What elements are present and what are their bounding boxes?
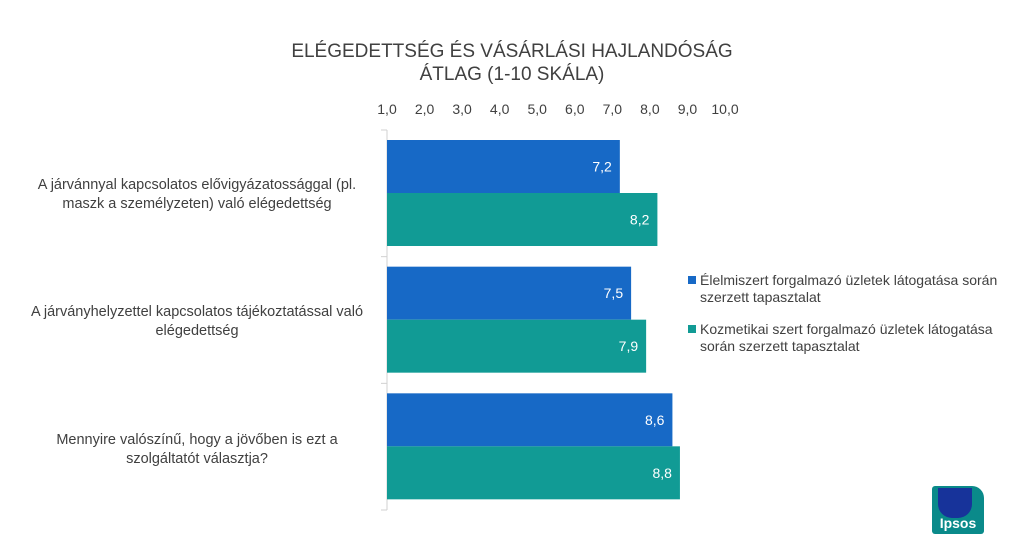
bar-series2-cat1 [387,193,658,246]
x-tick-label: 7,0 [603,101,623,117]
category-label-1: A járvánnyal kapcsolatos elővigyázatossá… [37,177,357,212]
x-tick-label: 5,0 [527,101,547,117]
chart-title: ELÉGEDETTSÉG ÉS VÁSÁRLÁSI HAJLANDÓSÁG ÁT… [0,40,1024,86]
data-label-series1-cat3: 8,6 [645,412,665,428]
x-tick-label: 8,0 [640,101,660,117]
x-tick-label: 1,0 [377,101,397,117]
x-tick-label: 3,0 [452,101,472,117]
bar-series1-cat2 [387,266,632,320]
x-tick-label: 9,0 [678,101,698,117]
chart-title-line1: ELÉGEDETTSÉG ÉS VÁSÁRLÁSI HAJLANDÓSÁG [291,41,733,62]
legend: Élelmiszert forgalmazó üzletek látogatás… [688,272,1008,370]
legend-label-series2: Kozmetikai szert forgalmazó üzletek láto… [700,321,993,354]
x-tick-label: 4,0 [490,101,510,117]
ipsos-logo-text: Ipsos [939,515,977,531]
data-label-series2-cat2: 7,9 [619,338,639,354]
x-tick-label: 2,0 [415,101,435,117]
category-label-3: Mennyire valószínű, hogy a jövőben is ez… [56,432,338,467]
data-label-series2-cat3: 8,8 [652,465,672,481]
ipsos-logo-shape [938,488,972,518]
data-label-series2-cat1: 8,2 [630,212,650,228]
x-tick-label: 10,0 [711,101,738,117]
bar-series1-cat3 [387,393,673,447]
data-label-series1-cat2: 7,5 [604,285,624,301]
x-tick-label: 6,0 [565,101,585,117]
category-label-2: A járványhelyzettel kapcsolatos tájékozt… [30,304,364,339]
legend-label-series1: Élelmiszert forgalmazó üzletek látogatás… [700,272,998,305]
bar-series2-cat2 [387,319,647,373]
bar-series1-cat1 [387,140,620,193]
legend-swatch-series1 [688,276,696,284]
chart-subtitle: ÁTLAG (1-10 SKÁLA) [419,64,605,85]
data-label-series1-cat1: 7,2 [592,159,612,175]
legend-item-series1: Élelmiszert forgalmazó üzletek látogatás… [688,272,1008,306]
bar-series2-cat3 [387,446,680,500]
legend-swatch-series2 [688,325,696,333]
ipsos-logo: Ipsos [932,486,984,534]
legend-item-series2: Kozmetikai szert forgalmazó üzletek láto… [688,321,1008,355]
